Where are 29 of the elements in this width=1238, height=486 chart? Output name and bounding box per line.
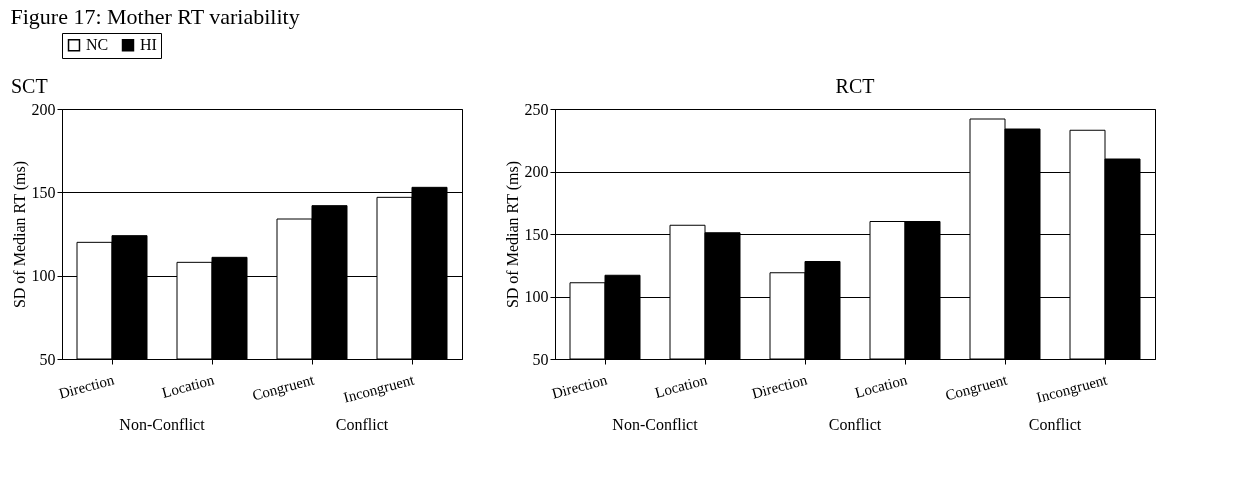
chart-title: Figure 17: Mother RT variability [10,3,300,29]
text: Conflict [335,416,389,433]
y-axis-title: SD of Median RT (ms) [503,160,522,309]
legend-label: NC [86,36,109,54]
text: Conflict [1028,416,1082,433]
legend-label: HI [140,36,157,54]
text: Conflict [828,416,882,433]
x-tick-label: Direction [57,371,117,402]
y-tick-label: 150 [31,183,56,201]
y-tick-label: 200 [31,100,56,118]
y-tick-label: 250 [524,100,549,118]
y-tick-label: 100 [524,288,549,305]
x-tick-label: Location [653,371,710,401]
x-tick-label: Location [853,371,910,401]
y-axis-title: SD of Median RT (ms) [10,160,29,309]
x-tick-label: Location [160,371,217,401]
chart-title: RCT [835,75,875,97]
y-tick-label: 50 [39,350,56,368]
x-tick-label: Direction [750,371,810,402]
x-tick-label: Congruent [250,371,317,404]
y-tick-label: 200 [524,163,549,180]
x-tick-label: Direction [550,371,610,402]
chart-subtitle: SCT [11,75,48,97]
text: Non-Conflict [119,416,206,433]
x-tick-label: Congruent [943,371,1010,404]
text: Non-Conflict [612,416,699,433]
y-tick-label: 50 [532,350,549,368]
y-tick-label: 150 [524,225,549,243]
y-tick-label: 100 [31,267,56,285]
